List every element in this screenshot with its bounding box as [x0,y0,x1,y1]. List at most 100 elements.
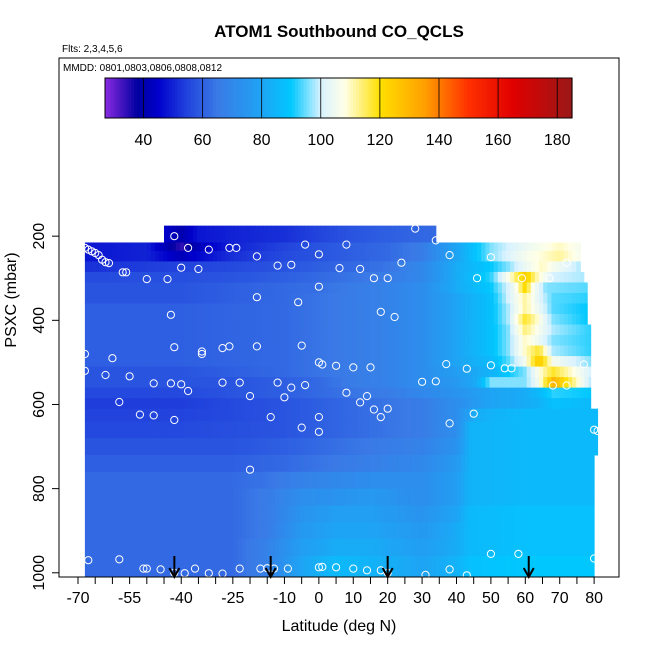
heatmap-cell [419,250,424,262]
heatmap-cell [221,261,226,273]
heatmap-cell [563,242,569,252]
heatmap-cell [572,522,577,540]
heatmap-cell [241,345,247,357]
heatmap-cell [340,377,346,389]
heatmap-cell [493,408,499,422]
heatmap-cell [526,387,532,399]
heatmap-cell [134,555,140,578]
heatmap-cell [506,408,511,422]
heatmap-cell [349,539,354,557]
heatmap-cell [411,335,416,347]
heatmap-cell [526,271,532,283]
heatmap-cell [221,324,226,336]
sample-point [332,563,341,572]
heatmap-cell [204,539,210,557]
heatmap-cell [497,488,503,506]
heatmap-cell [419,408,424,422]
heatmap-cell [225,408,230,422]
heatmap-cell [435,345,441,357]
heatmap-cell [179,242,185,252]
heatmap-cell [113,505,119,523]
colorbar-swatch [215,78,220,118]
heatmap-cell [295,324,301,336]
heatmap-cell [530,555,536,578]
heatmap-cell [576,539,581,557]
heatmap-cell [262,522,268,540]
heatmap-cell [159,250,164,262]
heatmap-cell [175,539,181,557]
heatmap-cell [287,335,292,347]
heatmap-cell [307,282,313,294]
heatmap-cell [303,314,309,326]
heatmap-cell [101,261,107,273]
heatmap-cell [378,488,383,506]
heatmap-cell [113,488,119,506]
heatmap-cell [138,303,144,315]
heatmap-cell [208,292,214,304]
heatmap-cell [365,377,371,389]
heatmap-cell [245,324,251,336]
heatmap-cell [89,366,94,378]
heatmap-cell [142,438,148,456]
heatmap-cell [270,314,276,326]
heatmap-cell [291,345,296,357]
heatmap-cell [493,387,499,399]
heatmap-cell [225,522,230,540]
heatmap-cell [530,438,536,456]
heatmap-cell [225,225,231,243]
heatmap-cell [373,488,379,506]
heatmap-cell [539,356,544,368]
heatmap-cell [196,242,201,252]
heatmap-cell [167,454,173,473]
heatmap-cell [303,488,309,506]
heatmap-cell [386,366,391,378]
heatmap-cell [419,398,424,410]
heatmap-cell [464,356,470,368]
heatmap-cell [534,438,540,456]
heatmap-cell [307,335,313,347]
colorbar-swatch [265,78,270,118]
heatmap-cell [555,335,561,347]
heatmap-cell [345,488,350,506]
heatmap-cell [307,408,313,422]
heatmap-cell [316,454,321,473]
heatmap-cell [200,324,206,336]
heatmap-cell [373,282,379,294]
heatmap-cell [233,421,239,439]
heatmap-cell [168,225,173,243]
heatmap-cell [262,555,268,578]
heatmap-cell [245,421,251,439]
sample-point [142,275,151,284]
heatmap-cell [357,377,363,389]
heatmap-cell [489,271,495,283]
heatmap-cell [167,282,173,294]
heatmap-cell [324,282,329,294]
heatmap-cell [262,261,268,273]
heatmap-cell [518,539,524,557]
heatmap-cell [146,377,152,389]
heatmap-cell [431,421,437,439]
heatmap-cell [188,242,193,252]
heatmap-cell [84,324,90,336]
heatmap-cell [171,242,177,252]
x-tick-label: 20 [379,590,397,607]
heatmap-cell [113,242,119,252]
heatmap-cell [391,225,396,243]
heatmap-cell [485,303,491,315]
heatmap-cell [398,356,404,368]
heatmap-cell [93,324,98,336]
heatmap-cell [439,314,445,326]
heatmap-cell [295,488,301,506]
heatmap-cell [365,282,371,294]
heatmap-cell [580,303,585,315]
heatmap-cell [452,366,457,378]
heatmap-cell [382,242,387,252]
heatmap-cell [84,421,90,439]
heatmap-cell [427,303,433,315]
heatmap-cell [229,324,235,336]
heatmap-cell [526,366,532,378]
heatmap-cell [307,377,313,389]
heatmap-cell [547,271,552,283]
heatmap-cell [258,408,263,422]
heatmap-cell [146,250,152,262]
